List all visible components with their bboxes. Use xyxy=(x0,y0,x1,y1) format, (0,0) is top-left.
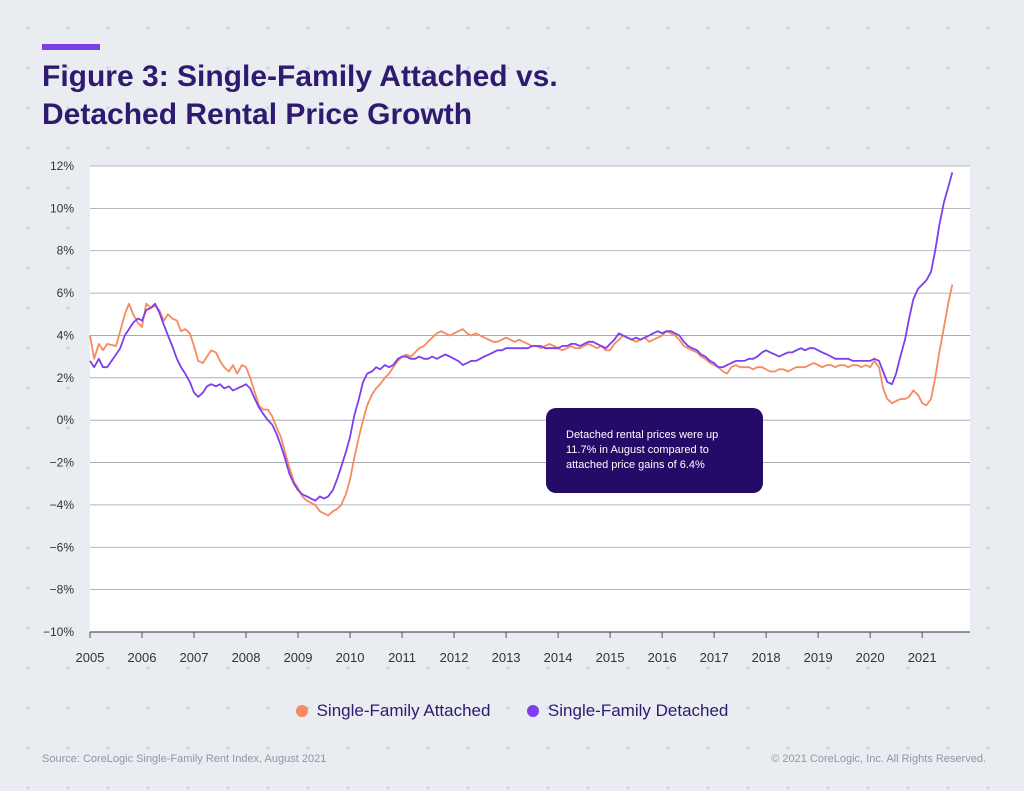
legend-dot-detached-icon xyxy=(526,705,539,717)
annotation-callout: Detached rental prices were up 11.7% in … xyxy=(546,408,763,493)
plot-area xyxy=(90,166,970,632)
x-tick-label: 2007 xyxy=(180,650,209,665)
y-tick-label: −4% xyxy=(50,498,75,512)
legend-item-detached: Single-Family Detached xyxy=(526,701,729,721)
x-tick-label: 2014 xyxy=(544,650,573,665)
x-axis: 2005 2006 2007 2008 2009 2010 2011 2012 2013 2014… xyxy=(76,631,970,665)
title-accent-bar xyxy=(42,44,100,50)
legend-label-attached: Single-Family Attached xyxy=(316,701,491,720)
annotation-text: Detached rental prices were up 11.7% in … xyxy=(566,429,719,471)
series-line-attached xyxy=(89,284,954,517)
x-tick-label: 2011 xyxy=(388,650,416,665)
x-tick-label: 2012 xyxy=(440,650,469,665)
x-tick-label: 2006 xyxy=(128,650,157,665)
series-line-detached xyxy=(89,172,954,502)
y-tick-label: 10% xyxy=(50,201,74,215)
x-tick-label: 2016 xyxy=(648,650,677,665)
legend-dot-attached-icon xyxy=(295,705,308,717)
y-tick-label: 0% xyxy=(57,413,75,427)
x-tick-label: 2018 xyxy=(752,650,781,665)
x-tick-label: 2008 xyxy=(232,650,261,665)
source-note: Source: CoreLogic Single-Family Rent Ind… xyxy=(42,753,327,765)
line-chart: 12%10%8%6%4%2%0%−2%−4%−6%−8%−10% 2005 200… xyxy=(43,159,970,665)
series-lines xyxy=(89,172,954,517)
copyright-note: © 2021 CoreLogic, Inc. All Rights Reserv… xyxy=(771,753,986,765)
y-tick-label: 12% xyxy=(50,159,74,173)
x-tick-label: 2021 xyxy=(908,650,937,665)
y-tick-label: −8% xyxy=(50,583,75,597)
y-tick-label: −6% xyxy=(50,540,75,554)
legend: Single-Family Attached Single-Family Det… xyxy=(0,701,1024,722)
y-axis-tick-labels: 12% 10% 8% 6% 4% 2% 0% −2% −4% −6% −8% −10% xyxy=(43,159,74,639)
x-tick-label: 2015 xyxy=(596,650,625,665)
x-tick-label: 2020 xyxy=(856,650,885,665)
y-tick-label: −2% xyxy=(50,456,75,470)
y-tick-label: 6% xyxy=(57,286,75,300)
y-tick-label: 4% xyxy=(57,328,75,342)
x-tick-label: 2017 xyxy=(700,650,729,665)
y-tick-label: 8% xyxy=(57,244,75,258)
x-tick-label: 2019 xyxy=(804,650,833,665)
x-tick-label: 2013 xyxy=(492,650,521,665)
x-tick-label: 2005 xyxy=(76,650,105,665)
legend-label-detached: Single-Family Detached xyxy=(547,701,729,720)
y-tick-label: 2% xyxy=(57,371,75,385)
y-tick-label: −10% xyxy=(43,625,74,639)
x-tick-label: 2010 xyxy=(336,650,365,665)
chart-title: Figure 3: Single-Family Attached vs. Det… xyxy=(42,60,558,131)
x-tick-label: 2009 xyxy=(284,650,313,665)
legend-item-attached: Single-Family Attached xyxy=(295,701,491,721)
gridlines xyxy=(90,165,970,591)
